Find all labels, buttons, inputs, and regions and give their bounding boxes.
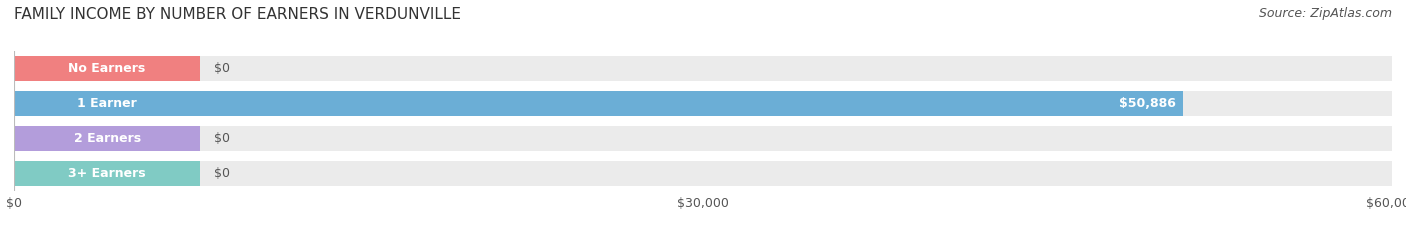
Text: 3+ Earners: 3+ Earners bbox=[69, 167, 146, 180]
Bar bbox=[14, 91, 1392, 116]
Text: $0: $0 bbox=[214, 167, 229, 180]
Text: $50,886: $50,886 bbox=[1119, 97, 1175, 110]
Bar bbox=[14, 91, 200, 116]
Bar bbox=[14, 56, 1392, 81]
Bar bbox=[14, 161, 1392, 186]
Text: $0: $0 bbox=[214, 132, 229, 145]
Bar bbox=[14, 161, 200, 186]
Text: No Earners: No Earners bbox=[69, 62, 146, 75]
Text: $0: $0 bbox=[214, 62, 229, 75]
Text: Source: ZipAtlas.com: Source: ZipAtlas.com bbox=[1258, 7, 1392, 20]
Bar bbox=[14, 126, 1392, 151]
Bar bbox=[14, 56, 200, 81]
Bar bbox=[14, 91, 1182, 116]
Bar bbox=[14, 126, 200, 151]
Text: 1 Earner: 1 Earner bbox=[77, 97, 136, 110]
Text: 2 Earners: 2 Earners bbox=[73, 132, 141, 145]
Text: FAMILY INCOME BY NUMBER OF EARNERS IN VERDUNVILLE: FAMILY INCOME BY NUMBER OF EARNERS IN VE… bbox=[14, 7, 461, 22]
